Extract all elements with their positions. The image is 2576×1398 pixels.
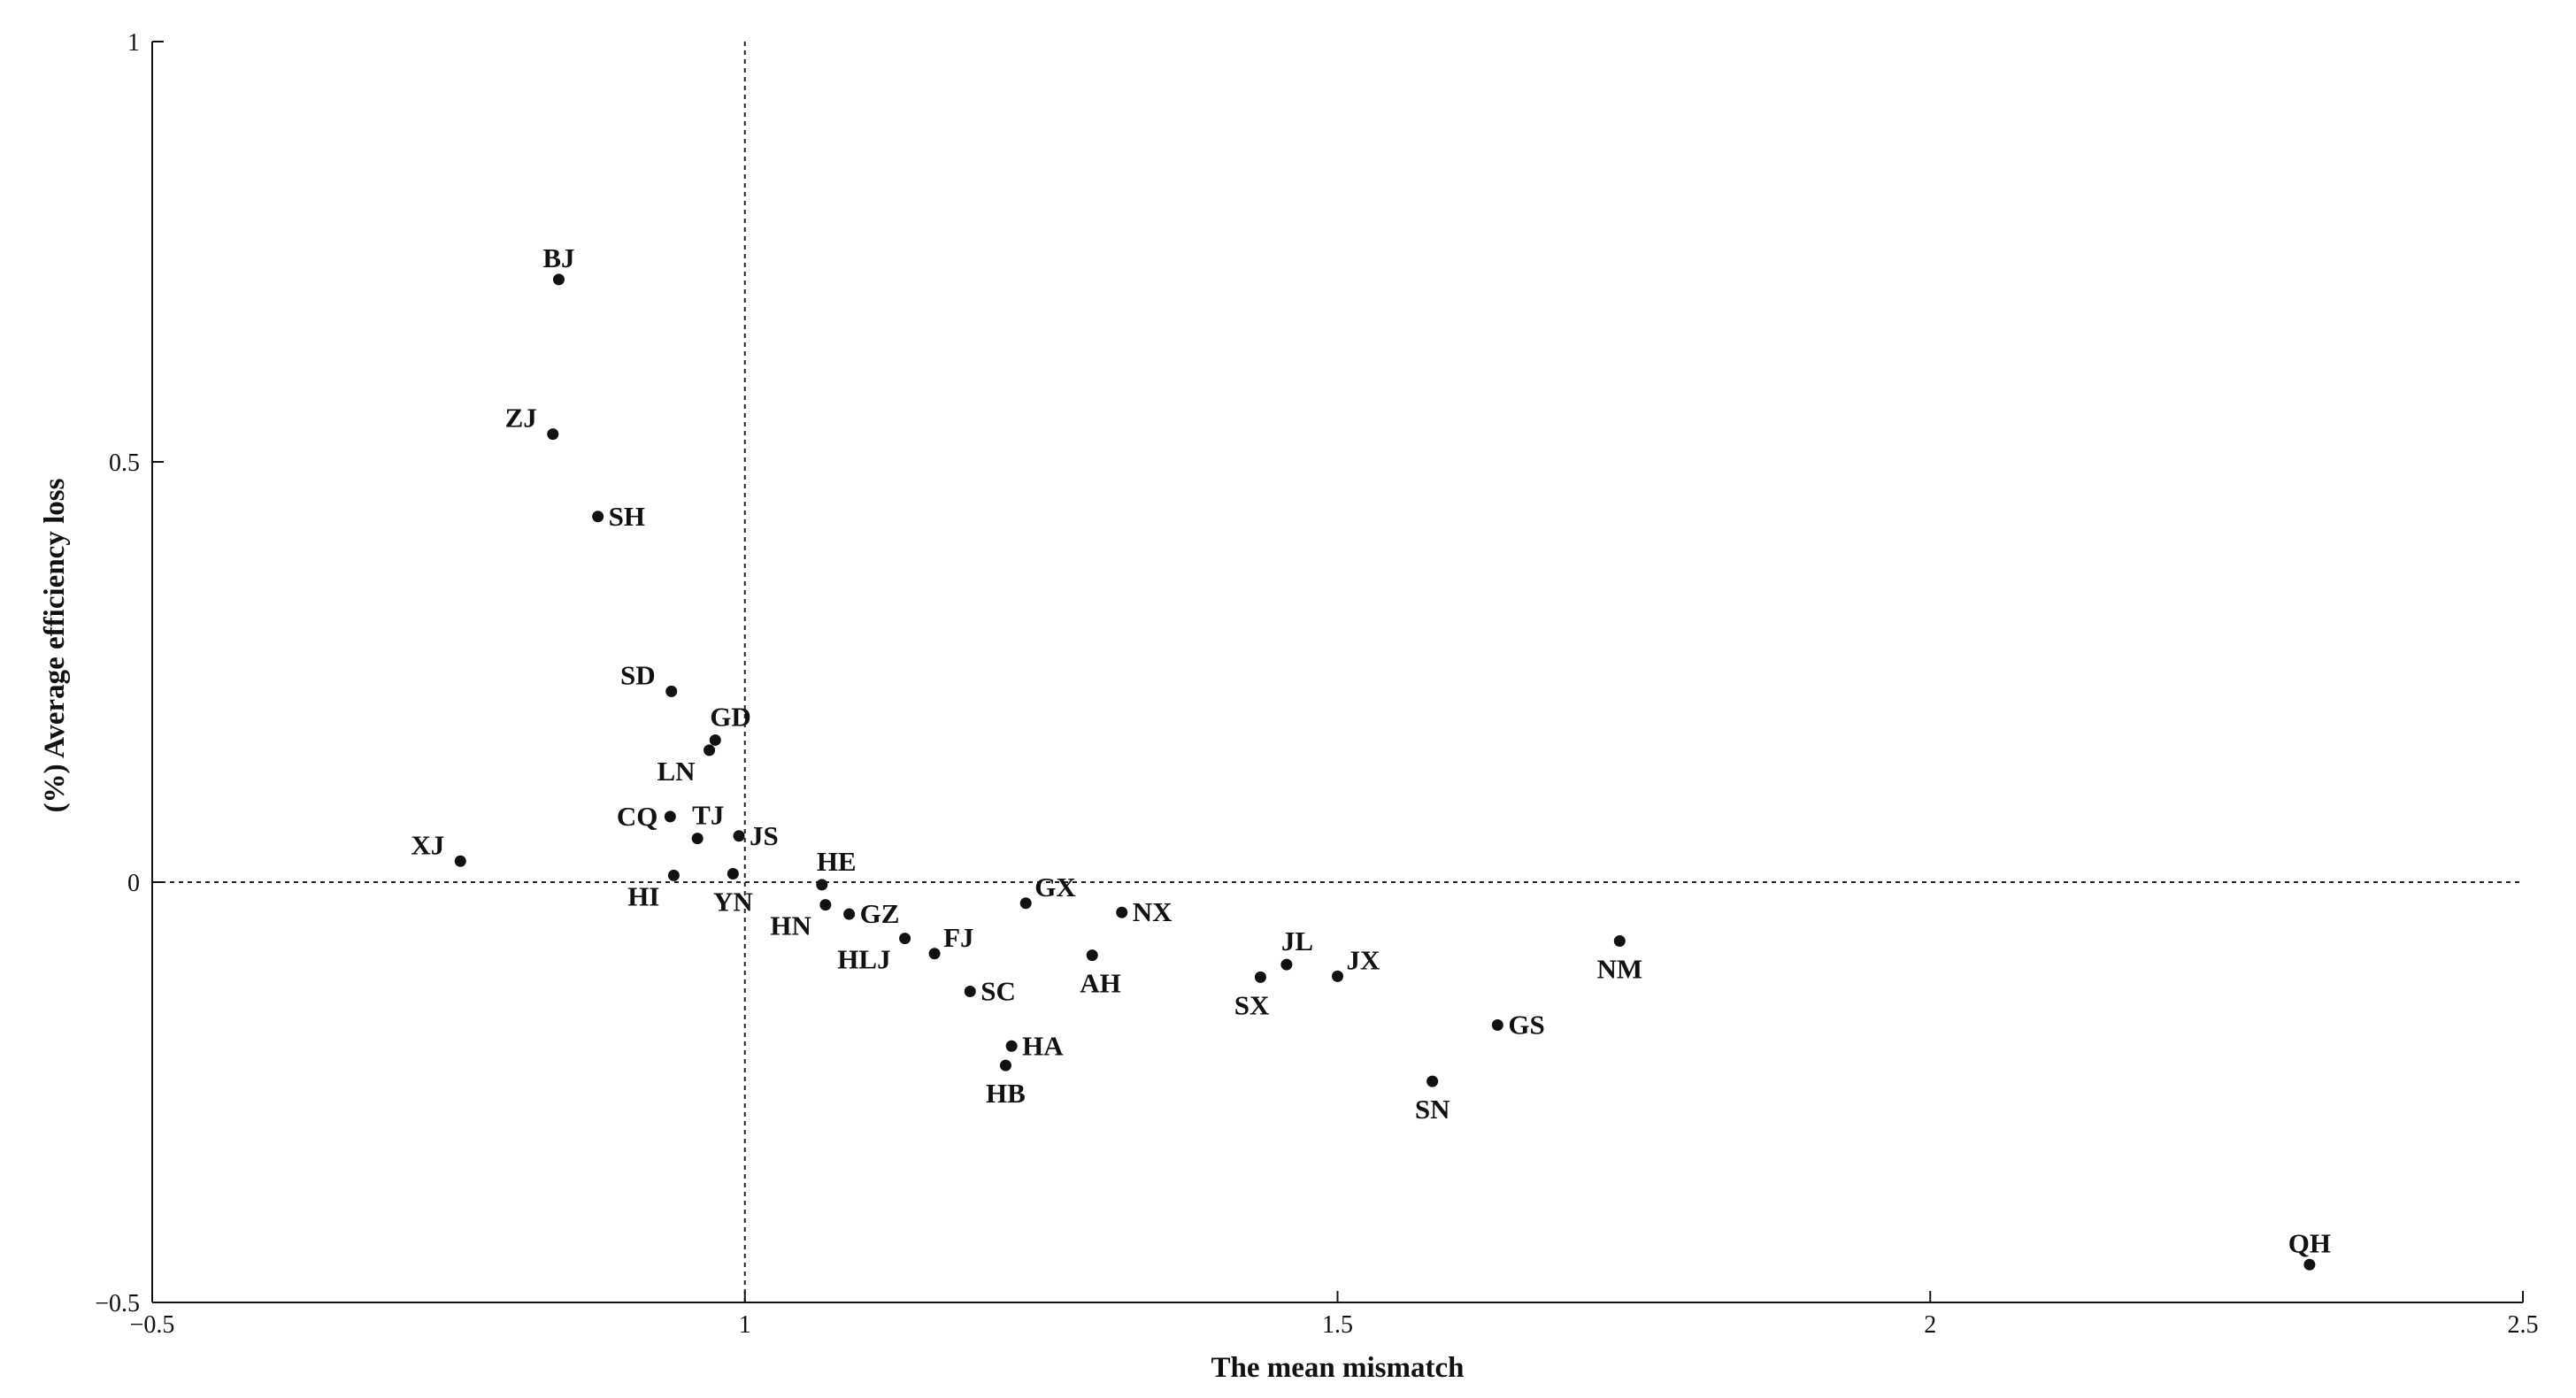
point-label-hb: HB [986,1078,1026,1109]
point-label-hn: HN [770,910,811,941]
point-label-gx: GX [1034,872,1076,903]
data-point-sc [964,986,976,997]
point-label-tj: TJ [692,800,724,831]
point-label-bj: BJ [542,242,574,273]
point-label-jl: JL [1281,926,1313,956]
data-point-hb [999,1059,1011,1072]
point-label-sx: SX [1234,989,1270,1020]
data-point-hn [819,899,832,911]
x-axis-title: The mean mismatch [1211,1352,1465,1384]
point-label-sd: SD [620,659,656,690]
point-label-cq: CQ [617,801,658,832]
data-point-ha [1005,1040,1018,1052]
point-label-he: HE [817,846,857,877]
point-label-nm: NM [1596,954,1642,985]
point-label-hlj: HLJ [837,944,890,975]
reference-lines [152,42,2523,1302]
data-point-nm [1613,935,1626,947]
point-label-js: JS [750,820,779,851]
data-point-jl [1280,958,1293,971]
data-point-zj [547,428,559,441]
point-label-sc: SC [980,976,1016,1007]
x-tick-label: 1 [739,1311,751,1339]
data-point-nx [1116,906,1128,918]
data-point-tj [691,833,704,845]
data-point-sd [665,685,678,697]
point-label-fj: FJ [943,922,973,953]
point-label-nx: NX [1133,896,1173,927]
data-point-ah [1086,949,1098,962]
data-points [454,273,2316,1271]
point-label-ln: LN [657,756,695,787]
data-point-qh [2303,1258,2316,1271]
data-point-gd [709,734,721,746]
point-label-zj: ZJ [505,403,537,434]
point-label-gz: GZ [860,898,900,929]
x-tick-label: 1.5 [1322,1311,1353,1339]
point-label-gd: GD [710,701,751,732]
y-axis-title: (%) Average efficiency loss [39,478,71,812]
data-point-gz [843,908,856,920]
data-point-fj [928,948,941,960]
axes [151,42,2523,1303]
data-point-sx [1254,971,1266,983]
x-tick-label: 2 [1924,1311,1936,1339]
point-label-qh: QH [2288,1227,2331,1258]
point-label-xj: XJ [411,829,444,860]
data-point-sn [1426,1075,1439,1087]
point-label-yn: YN [713,887,753,918]
data-point-hi [667,869,680,881]
y-tick-label: 0.5 [109,449,140,477]
y-axis-ticks: −0.5 0 0.5 1 [95,29,164,1317]
x-axis-ticks: −0.5 1 1.5 2 2.5 [130,1291,2539,1339]
data-point-gs [1491,1019,1503,1031]
data-point-xj [454,855,466,867]
point-label-sn: SN [1415,1094,1450,1125]
point-label-gs: GS [1508,1010,1544,1041]
y-tick-label: 0 [127,870,140,897]
data-point-he [816,879,828,891]
y-tick-label: −0.5 [95,1290,140,1317]
data-point-cq [664,810,676,823]
data-point-gx [1019,897,1032,910]
data-point-bj [552,273,565,286]
data-point-yn [727,868,739,880]
point-label-ah: AH [1080,968,1121,999]
data-point-jx [1332,970,1343,982]
y-tick-label: 1 [127,29,140,57]
data-point-hlj [899,933,911,945]
point-label-ha: HA [1022,1030,1064,1061]
data-point-js [733,830,745,842]
point-label-sh: SH [609,501,645,532]
point-label-hi: HI [627,880,659,911]
data-point-sh [592,511,604,523]
point-label-jx: JX [1347,944,1381,975]
x-tick-label: 2.5 [2508,1311,2539,1339]
data-point-ln [704,744,716,757]
x-tick-label: −0.5 [130,1311,175,1339]
